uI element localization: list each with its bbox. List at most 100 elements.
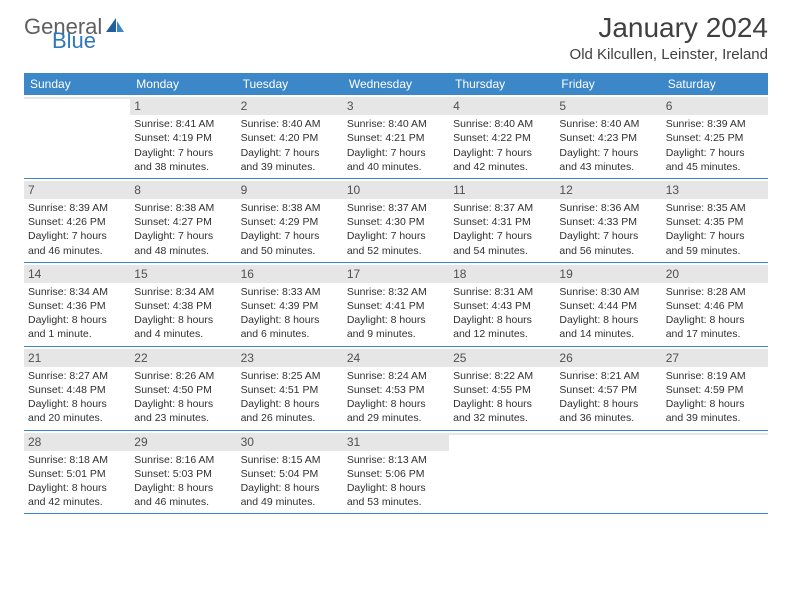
daylight-text-2: and 32 minutes.	[453, 411, 551, 425]
day-cell: 2Sunrise: 8:40 AMSunset: 4:20 PMDaylight…	[237, 95, 343, 178]
sunset-text: Sunset: 4:57 PM	[559, 383, 657, 397]
sunset-text: Sunset: 5:04 PM	[241, 467, 339, 481]
day-cell: 31Sunrise: 8:13 AMSunset: 5:06 PMDayligh…	[343, 431, 449, 514]
day-number-row: 29	[130, 433, 236, 451]
sunrise-text: Sunrise: 8:40 AM	[347, 117, 445, 131]
daylight-text-2: and 23 minutes.	[134, 411, 232, 425]
sunrise-text: Sunrise: 8:27 AM	[28, 369, 126, 383]
sunrise-text: Sunrise: 8:39 AM	[28, 201, 126, 215]
daylight-text-1: Daylight: 7 hours	[347, 146, 445, 160]
logo: General Blue	[24, 16, 126, 52]
day-number-row: 21	[24, 349, 130, 367]
day-cell: 24Sunrise: 8:24 AMSunset: 4:53 PMDayligh…	[343, 347, 449, 430]
daylight-text-2: and 42 minutes.	[28, 495, 126, 509]
day-cell: 17Sunrise: 8:32 AMSunset: 4:41 PMDayligh…	[343, 263, 449, 346]
sunrise-text: Sunrise: 8:15 AM	[241, 453, 339, 467]
daylight-text-2: and 42 minutes.	[453, 160, 551, 174]
day-cell: 16Sunrise: 8:33 AMSunset: 4:39 PMDayligh…	[237, 263, 343, 346]
sunset-text: Sunset: 4:27 PM	[134, 215, 232, 229]
day-number-row: 6	[662, 97, 768, 115]
day-number: 14	[28, 267, 41, 281]
daylight-text-2: and 20 minutes.	[28, 411, 126, 425]
weeks-container: 1Sunrise: 8:41 AMSunset: 4:19 PMDaylight…	[24, 95, 768, 514]
day-number-row: 31	[343, 433, 449, 451]
sunset-text: Sunset: 4:53 PM	[347, 383, 445, 397]
day-number-row: 27	[662, 349, 768, 367]
daylight-text-1: Daylight: 7 hours	[559, 146, 657, 160]
day-number-row: 18	[449, 265, 555, 283]
sunrise-text: Sunrise: 8:21 AM	[559, 369, 657, 383]
sunrise-text: Sunrise: 8:35 AM	[666, 201, 764, 215]
day-number-row: 23	[237, 349, 343, 367]
daylight-text-1: Daylight: 7 hours	[453, 146, 551, 160]
daylight-text-2: and 6 minutes.	[241, 327, 339, 341]
daylight-text-2: and 48 minutes.	[134, 244, 232, 258]
day-number-row	[662, 433, 768, 435]
day-number-row: 14	[24, 265, 130, 283]
sunrise-text: Sunrise: 8:13 AM	[347, 453, 445, 467]
sunset-text: Sunset: 4:22 PM	[453, 131, 551, 145]
sunset-text: Sunset: 5:03 PM	[134, 467, 232, 481]
daylight-text-2: and 46 minutes.	[134, 495, 232, 509]
sunset-text: Sunset: 4:35 PM	[666, 215, 764, 229]
day-number: 3	[347, 99, 354, 113]
daylight-text-1: Daylight: 7 hours	[241, 146, 339, 160]
daylight-text-2: and 38 minutes.	[134, 160, 232, 174]
day-number-row	[449, 433, 555, 435]
day-cell: 19Sunrise: 8:30 AMSunset: 4:44 PMDayligh…	[555, 263, 661, 346]
day-cell: 14Sunrise: 8:34 AMSunset: 4:36 PMDayligh…	[24, 263, 130, 346]
day-number: 18	[453, 267, 466, 281]
weekday-header-row: Sunday Monday Tuesday Wednesday Thursday…	[24, 73, 768, 95]
sunrise-text: Sunrise: 8:24 AM	[347, 369, 445, 383]
sunset-text: Sunset: 4:50 PM	[134, 383, 232, 397]
daylight-text-2: and 59 minutes.	[666, 244, 764, 258]
day-number-row	[24, 97, 130, 99]
sunrise-text: Sunrise: 8:16 AM	[134, 453, 232, 467]
daylight-text-1: Daylight: 8 hours	[28, 397, 126, 411]
sunrise-text: Sunrise: 8:33 AM	[241, 285, 339, 299]
daylight-text-2: and 56 minutes.	[559, 244, 657, 258]
daylight-text-1: Daylight: 8 hours	[347, 481, 445, 495]
daylight-text-1: Daylight: 8 hours	[347, 313, 445, 327]
day-number-row: 24	[343, 349, 449, 367]
sunset-text: Sunset: 4:38 PM	[134, 299, 232, 313]
day-number: 8	[134, 183, 141, 197]
day-cell: 9Sunrise: 8:38 AMSunset: 4:29 PMDaylight…	[237, 179, 343, 262]
daylight-text-2: and 1 minute.	[28, 327, 126, 341]
day-number-row: 12	[555, 181, 661, 199]
sunset-text: Sunset: 4:31 PM	[453, 215, 551, 229]
day-cell: 7Sunrise: 8:39 AMSunset: 4:26 PMDaylight…	[24, 179, 130, 262]
daylight-text-1: Daylight: 8 hours	[453, 397, 551, 411]
sunrise-text: Sunrise: 8:28 AM	[666, 285, 764, 299]
weekday-header: Tuesday	[237, 73, 343, 95]
sunrise-text: Sunrise: 8:25 AM	[241, 369, 339, 383]
day-cell: 3Sunrise: 8:40 AMSunset: 4:21 PMDaylight…	[343, 95, 449, 178]
day-number: 24	[347, 351, 360, 365]
daylight-text-1: Daylight: 8 hours	[559, 397, 657, 411]
day-number-row: 16	[237, 265, 343, 283]
day-number-row	[555, 433, 661, 435]
sunrise-text: Sunrise: 8:32 AM	[347, 285, 445, 299]
day-cell: 13Sunrise: 8:35 AMSunset: 4:35 PMDayligh…	[662, 179, 768, 262]
location-text: Old Kilcullen, Leinster, Ireland	[570, 46, 768, 63]
month-title: January 2024	[570, 12, 768, 44]
daylight-text-2: and 26 minutes.	[241, 411, 339, 425]
weekday-header: Sunday	[24, 73, 130, 95]
day-number-row: 11	[449, 181, 555, 199]
day-number: 7	[28, 183, 35, 197]
day-number-row: 15	[130, 265, 236, 283]
daylight-text-1: Daylight: 8 hours	[134, 313, 232, 327]
day-number: 25	[453, 351, 466, 365]
day-number: 23	[241, 351, 254, 365]
day-number-row: 20	[662, 265, 768, 283]
sunrise-text: Sunrise: 8:41 AM	[134, 117, 232, 131]
day-cell: 27Sunrise: 8:19 AMSunset: 4:59 PMDayligh…	[662, 347, 768, 430]
weekday-header: Wednesday	[343, 73, 449, 95]
day-cell: 23Sunrise: 8:25 AMSunset: 4:51 PMDayligh…	[237, 347, 343, 430]
day-number-row: 17	[343, 265, 449, 283]
daylight-text-2: and 39 minutes.	[666, 411, 764, 425]
daylight-text-1: Daylight: 8 hours	[559, 313, 657, 327]
sunset-text: Sunset: 4:39 PM	[241, 299, 339, 313]
day-number-row: 3	[343, 97, 449, 115]
day-number: 12	[559, 183, 572, 197]
